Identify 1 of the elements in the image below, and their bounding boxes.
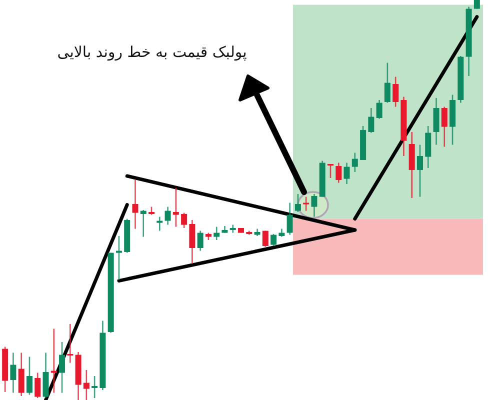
annotation: پولبک قیمت به خط روند بالایی — [57, 43, 247, 61]
